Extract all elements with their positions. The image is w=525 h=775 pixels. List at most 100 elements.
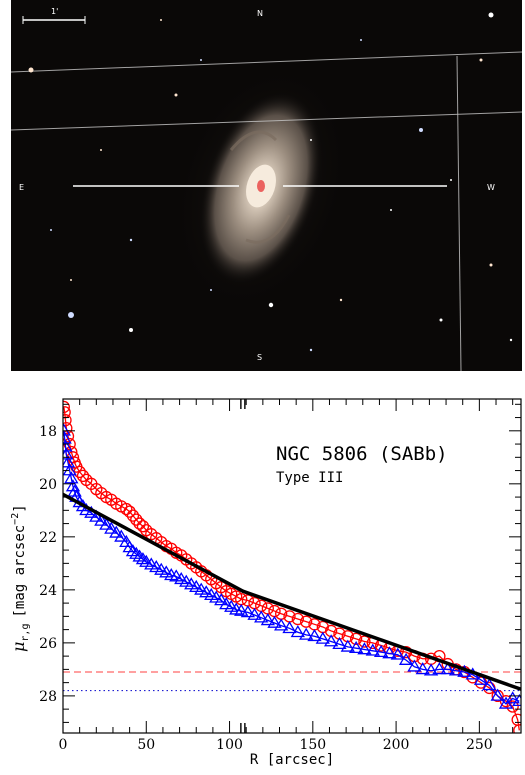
g-point [490,688,505,701]
y-tick-label: 18 [39,424,57,440]
star [129,238,133,242]
g-point [448,663,464,676]
galaxy-image: 1' N E W S [10,0,523,372]
plot-frame [62,398,522,734]
y-tick-label: 26 [39,636,57,652]
star [100,149,102,151]
g-point [282,621,297,634]
star [160,19,162,21]
star [360,39,362,41]
g-point [234,603,249,616]
g-point [482,678,497,691]
star [489,263,493,267]
g-point [109,525,124,538]
g-point [307,628,322,642]
x-tick-label: 150 [299,737,326,753]
g-point [89,509,104,522]
data-series [63,400,521,733]
r-point [349,632,363,646]
g-point [260,613,275,626]
r-point [76,469,90,483]
g-point [390,647,405,660]
r-point [120,502,133,516]
star [488,12,494,18]
g-point [65,479,81,492]
g-point [505,691,520,704]
r-point [63,400,70,414]
x-tick-label: 100 [216,737,243,753]
inner-fit [63,492,245,593]
g-point [373,644,389,658]
chart-subtitle: Type III [276,470,343,486]
star [50,229,52,231]
g-point [214,593,229,606]
g-point [473,672,489,685]
g-point [274,618,289,631]
south-mark: S [257,353,262,362]
galaxy-image-svg: 1' N E W S [10,0,523,372]
star [210,289,212,291]
g-point [114,529,129,542]
g-point [398,652,414,665]
scale-label: 1' [51,7,58,16]
y-tick-label: 28 [39,689,57,705]
g-point [132,549,147,562]
g-point [332,636,347,650]
g-point [247,607,262,620]
g-point [440,662,455,675]
r-point [130,513,143,526]
west-mark: W [487,183,495,192]
r-point [136,520,150,533]
profile-chart-svg: 0 50 100 150 200 250 18 20 22 24 26 28 NGC 5806 (SA… [9,398,522,768]
star [174,93,178,97]
r-point [513,724,521,733]
g-point [324,634,339,647]
r-point [63,422,73,435]
r-point [123,505,136,518]
profile-chart: 0 50 100 150 200 250 18 20 22 24 26 28 NGC 5806 (SA… [0,371,525,771]
y-axis-label: μr,g[mag arcsec−2] [9,504,31,652]
chart-title: NGC 5806 (SABb) [276,443,448,465]
x-tick-label: 50 [137,737,155,753]
outer-fit [241,589,521,692]
g-point [94,513,109,526]
star [419,128,423,132]
g-point [423,663,439,676]
grid-line [10,51,523,73]
r-point [133,517,146,530]
star [70,279,72,281]
grid-line [10,111,523,131]
star [129,328,133,332]
g-point [125,544,141,557]
y-tick-label: 22 [39,530,57,546]
r-point [506,700,519,713]
x-axis-label: R [arcsec] [250,752,334,768]
g-point [432,662,447,675]
g-point [348,640,364,654]
g-point [415,662,430,675]
r-point [126,509,140,522]
g-point [340,639,355,652]
grid-line [456,55,462,372]
x-tick-label: 200 [383,737,410,753]
r-point [63,414,72,427]
star [68,312,74,318]
g-point [315,631,330,644]
star-field [28,12,513,352]
r-point [291,612,304,626]
g-point [382,646,397,659]
r-profile-line [63,406,520,731]
g-point [299,627,314,640]
star [390,209,392,211]
star [268,302,274,308]
y-tick-label: 24 [39,583,57,599]
g-point [512,693,521,707]
y-tick-label: 20 [39,477,57,493]
g-point [290,624,305,638]
star [509,338,513,342]
star [439,318,443,322]
g-point [129,546,144,559]
east-mark: E [19,183,24,192]
g-point [67,484,82,497]
star [28,67,34,73]
